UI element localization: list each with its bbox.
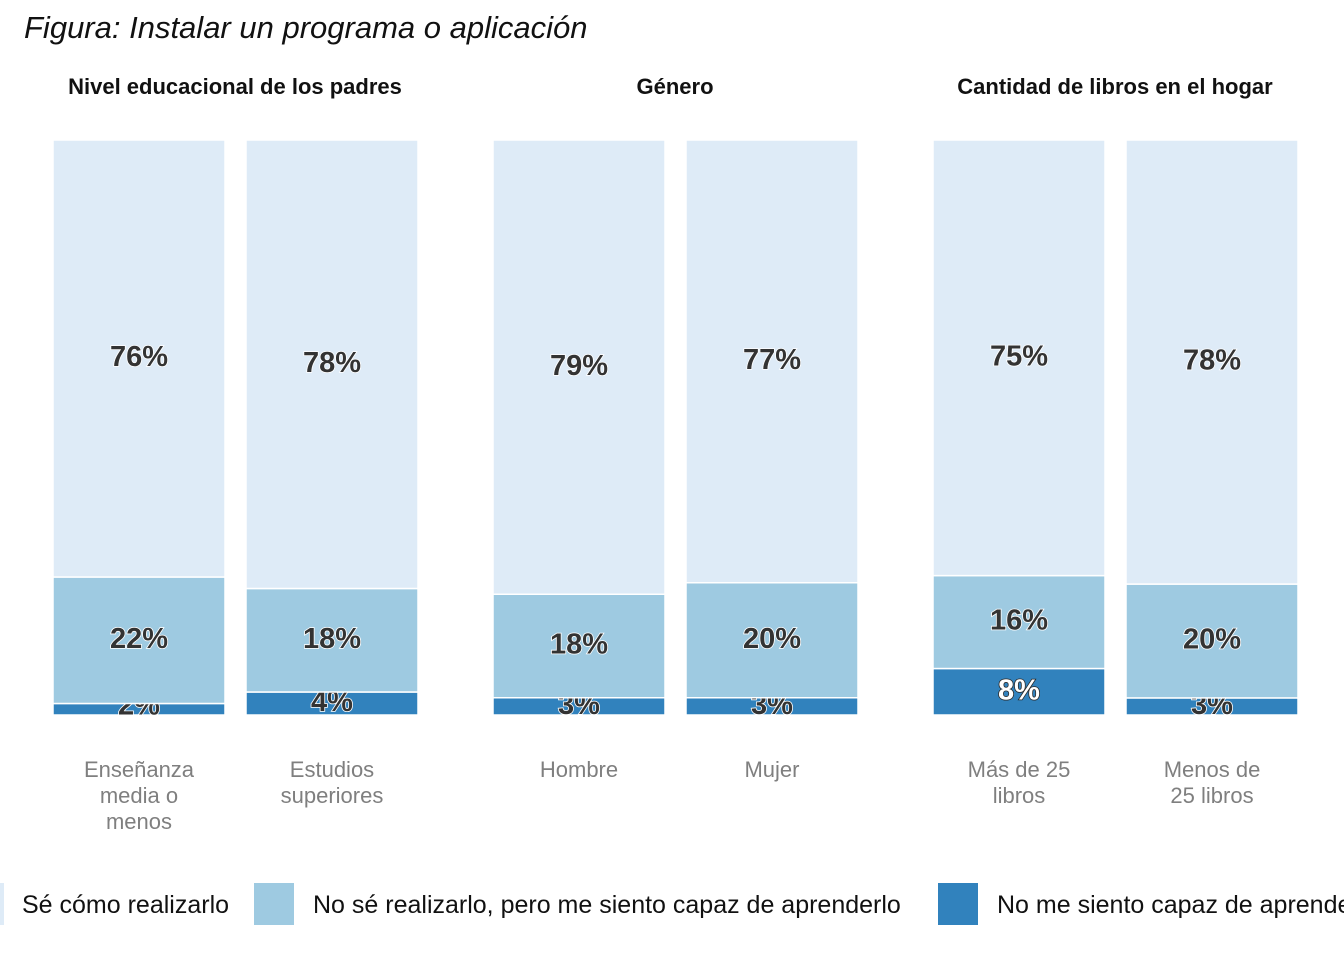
legend-swatch (938, 883, 978, 925)
legend-label: Sé cómo realizarlo (22, 891, 230, 919)
bar-segment (932, 667, 1106, 716)
panel-title-nivel-educacional: Nivel educacional de los padres (68, 74, 402, 99)
data-label: 79% (550, 350, 608, 382)
bar-segment (245, 587, 419, 693)
figure-title: Figura: Instalar un programa o aplicació… (24, 10, 588, 45)
panel-title-genero: Género (636, 74, 714, 99)
legend-label: No sé realizarlo, pero me siento capaz d… (313, 891, 901, 919)
bar-segment (245, 139, 419, 590)
data-label: 8% (998, 674, 1040, 706)
category-label: Menos de 25 libros (1163, 757, 1261, 808)
category-label: Mujer (744, 757, 800, 782)
data-label: 20% (1183, 624, 1241, 656)
data-label: 16% (990, 605, 1048, 637)
category-label: Estudios superiores (280, 757, 384, 808)
bar-segment (492, 139, 666, 595)
data-label: 22% (110, 623, 168, 655)
data-label: 75% (990, 340, 1048, 372)
legend-swatch (0, 883, 4, 925)
data-label: 20% (743, 623, 801, 655)
panel-title-cantidad-libros: Cantidad de libros en el hogar (957, 74, 1273, 99)
data-label: 18% (303, 623, 361, 655)
bar-segment (685, 139, 859, 584)
category-label: Más de 25 libros (967, 757, 1071, 808)
legend-label: No me siento capaz de aprenderlo (997, 891, 1344, 919)
data-label: 77% (743, 344, 801, 376)
category-label: Hombre (539, 757, 619, 782)
data-label: 78% (1183, 345, 1241, 377)
legend: Sé cómo realizarlo No sé realizarlo, per… (0, 883, 1344, 925)
bar-segment (685, 582, 859, 699)
data-label: 18% (550, 629, 608, 661)
bar-segment (1125, 583, 1299, 699)
legend-swatch (254, 883, 294, 925)
category-label: Enseñanza media o menos (83, 757, 195, 834)
bar-segment (52, 576, 226, 705)
bar-segment (1125, 139, 1299, 585)
data-label: 76% (110, 341, 168, 373)
bar-segment (492, 593, 666, 699)
data-label: 78% (303, 347, 361, 379)
bar-segment (932, 139, 1106, 577)
bar-segment (52, 139, 226, 578)
